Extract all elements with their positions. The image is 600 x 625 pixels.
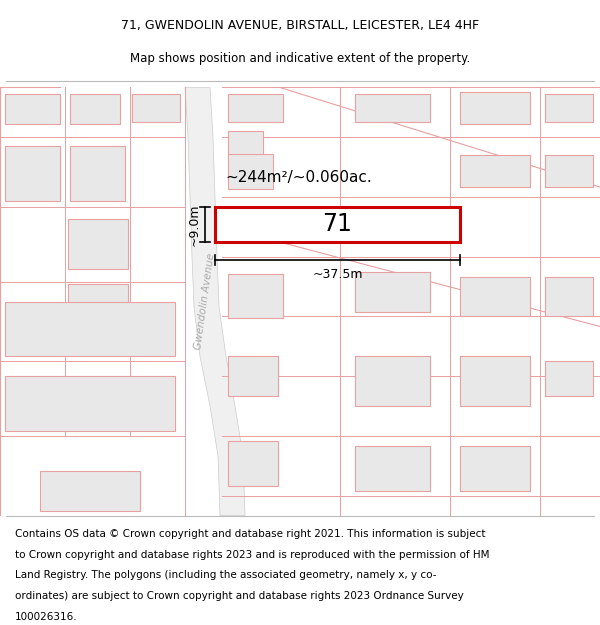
Bar [68, 219, 128, 269]
Bar [460, 277, 530, 316]
Text: to Crown copyright and database rights 2023 and is reproduced with the permissio: to Crown copyright and database rights 2… [15, 549, 490, 559]
Bar [228, 274, 283, 319]
Text: Land Registry. The polygons (including the associated geometry, namely x, y co-: Land Registry. The polygons (including t… [15, 570, 437, 580]
Text: ~244m²/~0.060ac.: ~244m²/~0.060ac. [225, 169, 372, 184]
Bar [460, 446, 530, 491]
Bar [228, 94, 283, 122]
Polygon shape [185, 88, 245, 516]
Bar [228, 131, 263, 159]
Bar [355, 356, 430, 406]
Bar [355, 272, 430, 311]
Bar [70, 94, 120, 124]
Bar [228, 441, 278, 486]
Bar [5, 94, 60, 124]
Bar [5, 301, 175, 356]
Bar [460, 356, 530, 406]
Bar [460, 155, 530, 187]
Text: Contains OS data © Crown copyright and database right 2021. This information is : Contains OS data © Crown copyright and d… [15, 529, 485, 539]
Text: Gwendolin Avenue: Gwendolin Avenue [193, 253, 217, 351]
Text: Map shows position and indicative extent of the property.: Map shows position and indicative extent… [130, 52, 470, 65]
Bar [545, 155, 593, 187]
Bar [228, 154, 273, 189]
Bar [68, 284, 128, 319]
Bar [545, 94, 593, 122]
Bar [355, 446, 430, 491]
Bar [215, 207, 460, 242]
Bar [228, 356, 278, 396]
Text: 71, GWENDOLIN AVENUE, BIRSTALL, LEICESTER, LE4 4HF: 71, GWENDOLIN AVENUE, BIRSTALL, LEICESTE… [121, 19, 479, 32]
Bar [40, 471, 140, 511]
Text: ~37.5m: ~37.5m [312, 268, 363, 281]
Text: 100026316.: 100026316. [15, 612, 77, 622]
Text: 71: 71 [323, 213, 352, 236]
Text: ~9.0m: ~9.0m [188, 203, 201, 246]
Bar [5, 376, 175, 431]
Bar [545, 277, 593, 316]
Bar [355, 94, 430, 122]
Bar [545, 361, 593, 396]
Bar [70, 146, 125, 201]
Bar [5, 146, 60, 201]
Text: ordinates) are subject to Crown copyright and database rights 2023 Ordnance Surv: ordinates) are subject to Crown copyrigh… [15, 591, 464, 601]
Bar [132, 94, 180, 122]
Bar [460, 92, 530, 124]
